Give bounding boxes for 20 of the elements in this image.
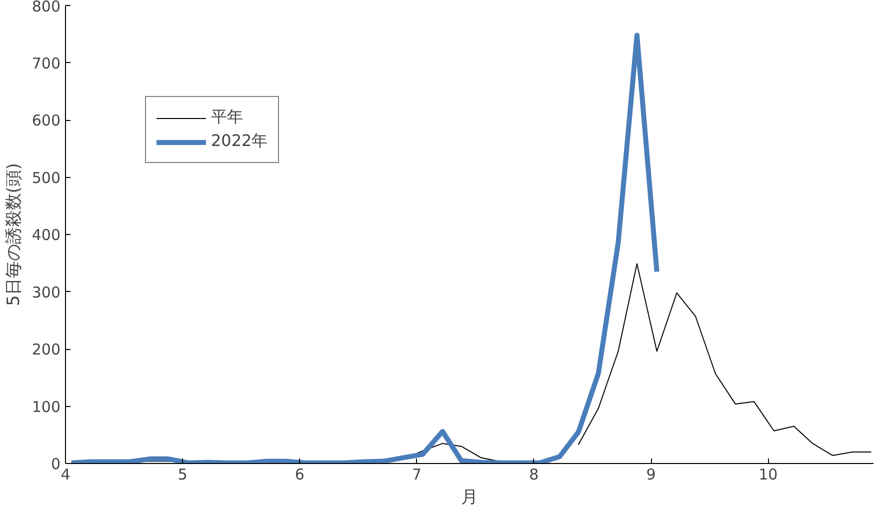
- x-tick-label: 10: [758, 466, 778, 484]
- y-tick-label: 200: [32, 340, 61, 358]
- x-tick-label: 9: [646, 466, 656, 484]
- x-tick-label: 4: [60, 466, 70, 484]
- x-tick-label: 7: [412, 466, 422, 484]
- x-tick-label: 5: [178, 466, 188, 484]
- y-tick-label: 500: [32, 168, 61, 187]
- x-tick-label: 6: [294, 466, 304, 484]
- y-tick-label: 600: [32, 112, 61, 130]
- y-tick-label: 400: [32, 226, 61, 244]
- y-tick-label: 300: [32, 283, 61, 302]
- y-tick-label: 100: [32, 398, 61, 416]
- y-tick-label: 0: [50, 455, 61, 473]
- x-tick-label: 8: [529, 466, 539, 484]
- legend-label: 2022年: [211, 131, 268, 152]
- y-tick-label: 800: [32, 0, 61, 16]
- y-axis-title: 5日毎の誘殺数(頭): [4, 162, 24, 306]
- x-axis-title: 月: [461, 488, 478, 508]
- legend-label: 平年: [211, 107, 243, 128]
- y-tick-label: 700: [32, 54, 61, 72]
